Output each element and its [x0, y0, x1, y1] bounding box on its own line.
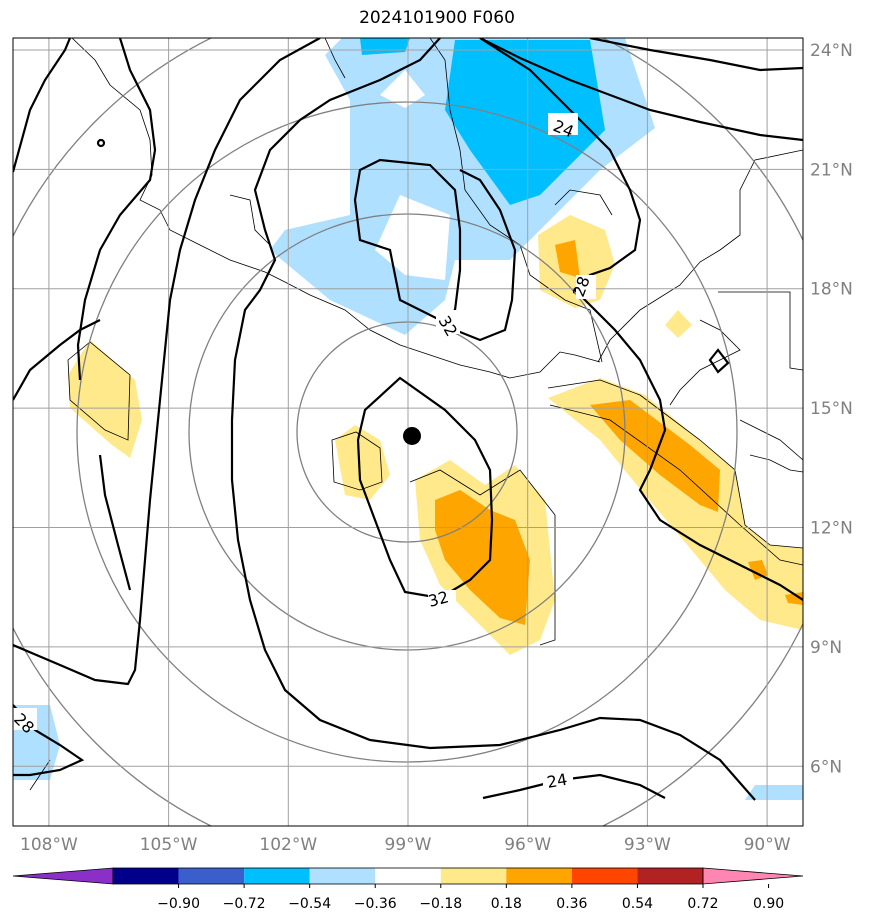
colorbar-segment	[309, 868, 376, 884]
colorbar-tick-label: 0.72	[687, 896, 718, 912]
colorbar-tick-label: 0.90	[753, 896, 784, 912]
colorbar-extend-low	[12, 867, 114, 885]
map-frame	[12, 37, 804, 827]
colorbar-tick-label: −0.54	[288, 896, 331, 912]
colorbar-segment	[375, 868, 441, 884]
colorbar-segment	[244, 868, 310, 884]
colorbar-tick-label: −0.90	[157, 896, 200, 912]
colorbar-tick-label: −0.72	[223, 896, 266, 912]
colorbar-tick-label: 0.18	[491, 896, 522, 912]
contours	[13, 38, 803, 801]
lat-tick-label: 24°N	[810, 41, 853, 61]
latitude-labels: 24°N 21°N 18°N 15°N 12°N 9°N 6°N	[810, 41, 853, 777]
colorbar-segment	[571, 868, 638, 884]
lat-tick-label: 15°N	[810, 399, 853, 419]
colorbar-segment	[178, 868, 245, 884]
map-title: 2024101900 F060	[359, 8, 515, 28]
longitude-labels: 108°W 105°W 102°W 99°W 96°W 93°W 90°W	[20, 835, 791, 855]
colorbar-segment	[440, 868, 507, 884]
colorbar-tick-label: −0.36	[354, 896, 397, 912]
colorbar-labels: −0.90 −0.72 −0.54 −0.36 −0.18 0.18 0.36 0.54 0.7…	[157, 884, 784, 912]
colorbar-extend-high	[702, 867, 804, 885]
lon-tick-label: 102°W	[259, 835, 317, 855]
lat-tick-label: 9°N	[810, 638, 842, 658]
lon-tick-label: 108°W	[20, 835, 78, 855]
lon-tick-label: 105°W	[140, 835, 198, 855]
coastlines	[29, 38, 803, 791]
neutral-holes	[375, 70, 450, 280]
colorbar-tick-label: 0.54	[622, 896, 653, 912]
contour-label-24-south: 24	[545, 770, 568, 792]
lat-tick-label: 6°N	[810, 757, 842, 777]
lon-tick-label: 93°W	[624, 835, 671, 855]
negative-shading-strong	[360, 38, 605, 205]
colorbar-segment	[113, 868, 179, 884]
map-panel: 24 24 28 28 32 32	[13, 38, 803, 826]
colorbar-tick-label: −0.18	[419, 896, 462, 912]
lat-tick-label: 18°N	[810, 280, 853, 300]
lat-tick-label: 21°N	[810, 160, 853, 180]
lon-tick-label: 90°W	[744, 835, 791, 855]
contour-label-32-south: 32	[426, 587, 451, 611]
storm-center-marker	[402, 426, 421, 445]
lon-tick-label: 99°W	[385, 835, 432, 855]
lon-tick-label: 96°W	[504, 835, 551, 855]
colorbar-segment	[637, 868, 703, 884]
colorbar-frame	[112, 867, 704, 885]
colorbar	[12, 867, 804, 885]
range-rings	[13, 38, 803, 826]
colorbar-tick-label: 0.36	[556, 896, 587, 912]
lat-tick-label: 12°N	[810, 519, 853, 539]
colorbar-segment	[506, 868, 572, 884]
gridlines	[13, 38, 803, 826]
